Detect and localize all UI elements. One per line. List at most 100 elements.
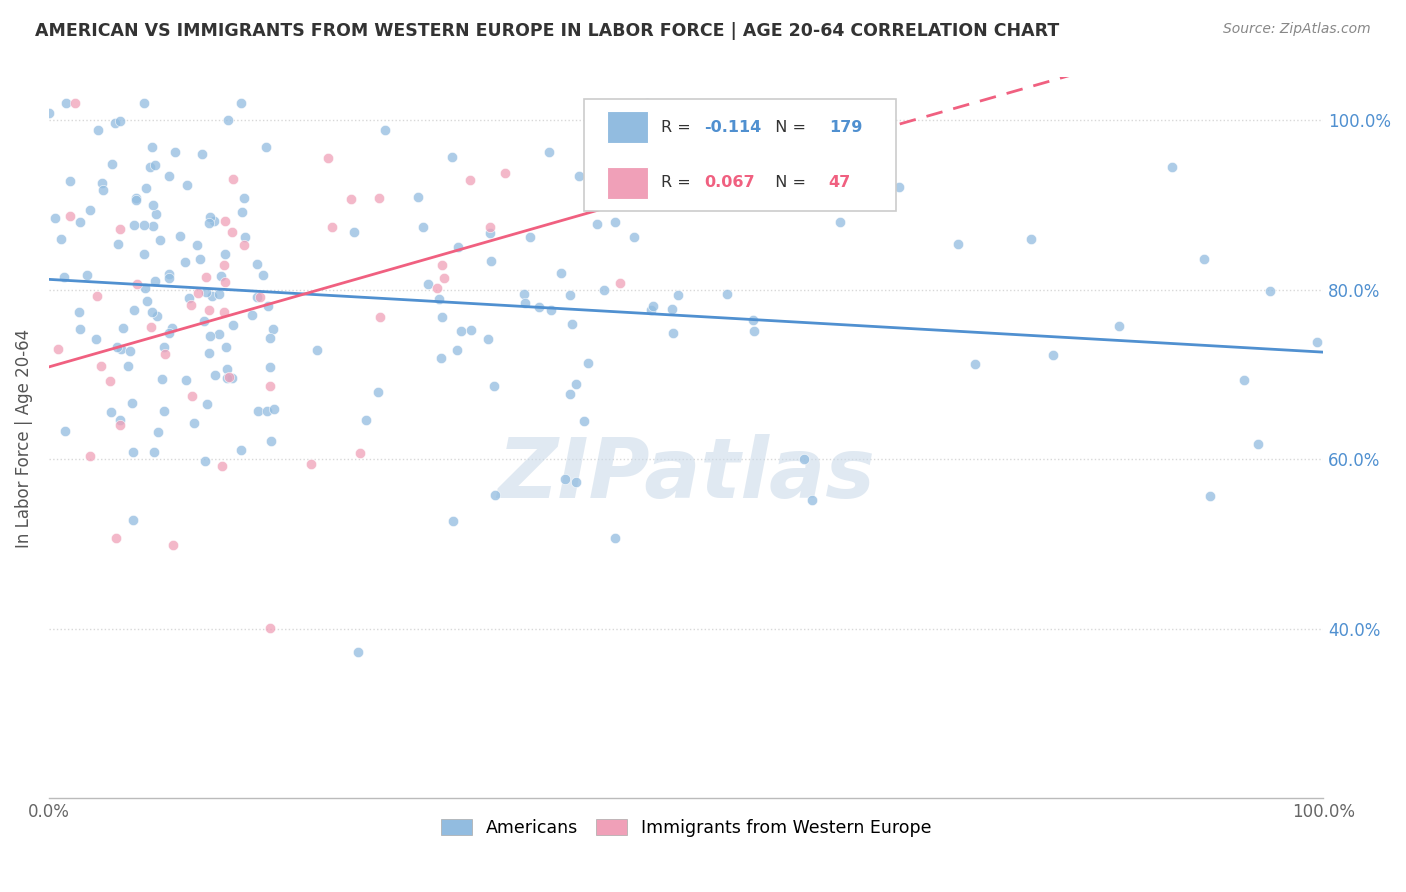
Point (204, 368, 226, 382)
Point (259, 379, 281, 393)
Point (134, 280, 156, 294)
Point (139, 319, 162, 334)
Point (141, 305, 163, 319)
Point (157, 268, 180, 282)
Point (188, 252, 211, 266)
Point (479, 253, 502, 268)
Text: N =: N = (765, 120, 811, 135)
Point (117, 359, 139, 373)
Point (153, 347, 176, 361)
Point (55, 95, 77, 110)
Point (565, 475, 588, 489)
Point (889, 180, 911, 194)
Point (69, 322, 91, 336)
Point (143, 445, 166, 459)
Point (669, 97, 692, 112)
Point (108, 114, 131, 128)
Point (592, 152, 614, 166)
Point (135, 293, 157, 308)
Point (143, 274, 166, 288)
Point (162, 538, 184, 552)
Point (558, 387, 581, 401)
Point (433, 271, 456, 285)
Text: 179: 179 (828, 120, 862, 135)
Point (198, 216, 221, 230)
Point (242, 308, 264, 322)
Point (447, 240, 470, 254)
Point (349, 446, 371, 460)
Point (426, 281, 449, 295)
Point (582, 98, 605, 112)
Point (554, 473, 576, 487)
Point (641, 299, 664, 313)
Point (406, 189, 429, 203)
Point (1019, 232, 1042, 246)
Point (149, 233, 172, 247)
Point (194, 454, 217, 468)
Bar (607, 167, 648, 199)
Text: Source: ZipAtlas.com: Source: ZipAtlas.com (1223, 22, 1371, 37)
Point (214, 247, 236, 261)
Point (484, 488, 506, 502)
Point (44, 211, 66, 226)
Point (90, 176, 112, 190)
Point (519, 230, 541, 244)
Point (576, 356, 599, 370)
Point (603, 531, 626, 545)
Point (163, 145, 186, 160)
Point (262, 322, 284, 336)
Point (537, 145, 560, 159)
Point (1192, 252, 1215, 267)
Point (112, 321, 135, 335)
Legend: Americans, Immigrants from Western Europe: Americans, Immigrants from Western Europ… (434, 812, 938, 844)
Point (441, 514, 464, 528)
Point (194, 285, 217, 299)
Point (231, 205, 253, 219)
Point (256, 404, 278, 418)
Point (367, 384, 389, 399)
Point (180, 388, 202, 402)
Point (193, 314, 215, 328)
Point (55, 425, 77, 439)
Point (124, 218, 146, 232)
Text: 0.067: 0.067 (704, 176, 755, 190)
Point (1232, 373, 1254, 387)
Point (153, 404, 176, 418)
Point (208, 287, 231, 301)
Point (540, 302, 562, 317)
Point (429, 351, 451, 365)
Point (307, 343, 329, 358)
Point (252, 268, 274, 282)
Point (416, 277, 439, 291)
Point (146, 309, 169, 323)
Point (105, 341, 128, 355)
Point (640, 303, 662, 318)
Point (67, 304, 90, 318)
Point (107, 237, 129, 252)
Point (513, 296, 536, 310)
Point (162, 321, 184, 335)
Point (513, 286, 536, 301)
Text: R =: R = (661, 176, 696, 190)
Point (209, 268, 232, 283)
Point (565, 377, 588, 392)
Point (186, 238, 208, 252)
Point (793, 451, 815, 466)
Point (125, 191, 148, 205)
Text: 47: 47 (828, 176, 851, 190)
Point (125, 277, 148, 292)
Point (110, 222, 132, 236)
Point (249, 289, 271, 303)
Point (90, 359, 112, 374)
Point (176, 178, 198, 192)
Point (212, 258, 235, 272)
Text: R =: R = (661, 120, 696, 135)
Point (195, 397, 218, 411)
Point (316, 151, 339, 165)
Point (1198, 489, 1220, 503)
Point (368, 191, 391, 205)
Point (142, 219, 165, 233)
Point (49, 231, 72, 245)
Point (212, 305, 235, 319)
Point (460, 172, 482, 186)
